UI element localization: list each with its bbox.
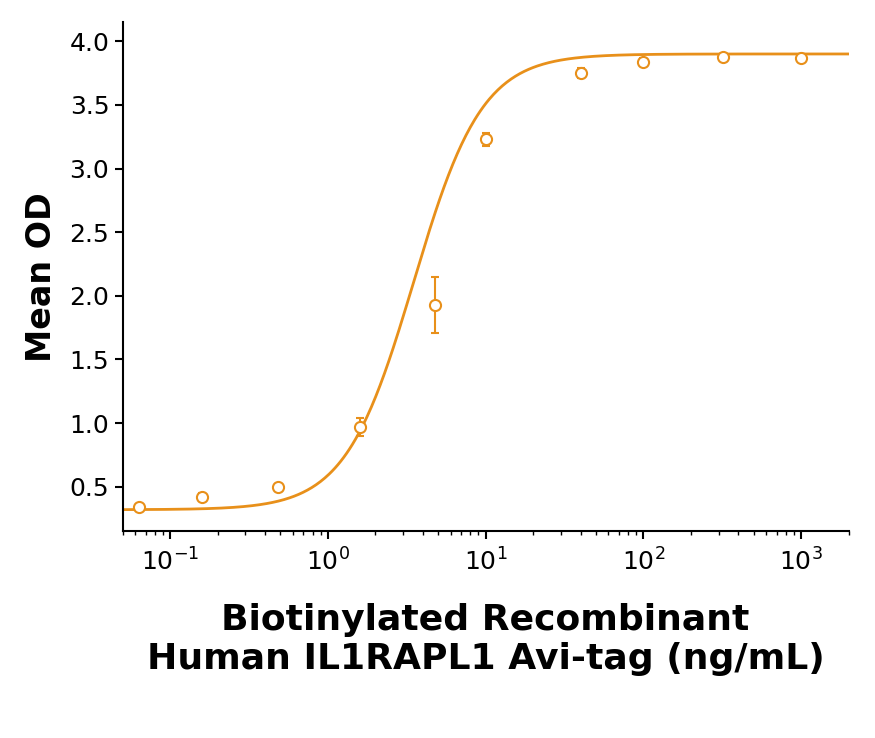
Y-axis label: Mean OD: Mean OD — [25, 192, 59, 362]
X-axis label: Biotinylated Recombinant
Human IL1RAPL1 Avi-tag (ng/mL): Biotinylated Recombinant Human IL1RAPL1 … — [147, 603, 824, 677]
